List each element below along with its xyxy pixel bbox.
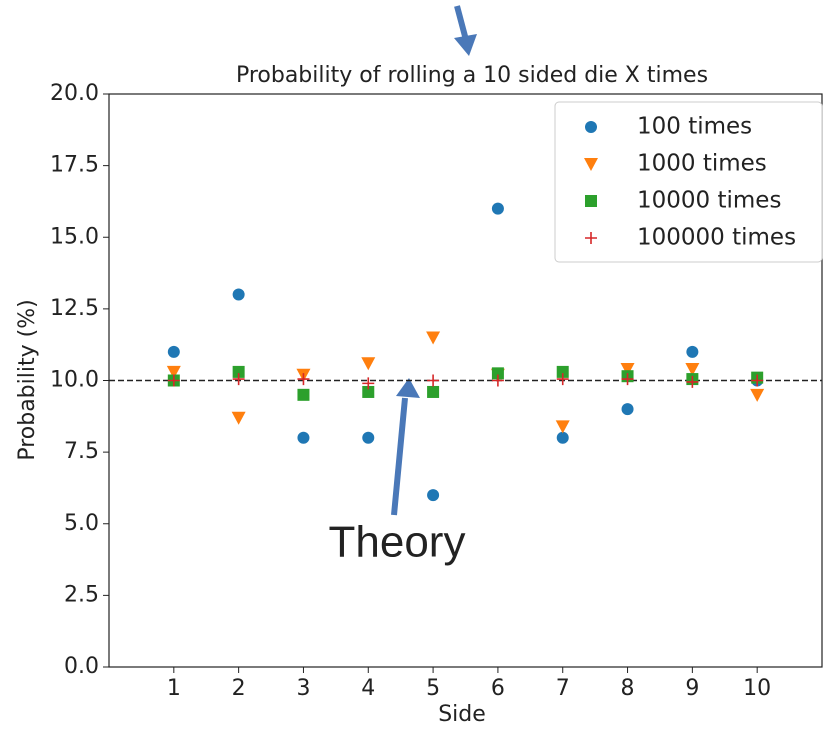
point xyxy=(751,374,764,387)
point xyxy=(362,377,375,390)
point xyxy=(427,489,440,502)
point xyxy=(620,363,635,377)
legend-label: 10000 times xyxy=(637,188,781,214)
point xyxy=(427,385,440,398)
point xyxy=(556,431,569,444)
y-tick-label: 20.0 xyxy=(50,81,99,106)
x-tick-label: 6 xyxy=(491,676,505,701)
point xyxy=(167,374,180,387)
legend-marker xyxy=(585,195,597,207)
x-tick-label: 7 xyxy=(556,676,570,701)
y-tick-label: 10.0 xyxy=(50,368,99,393)
y-tick-label: 12.5 xyxy=(50,296,99,321)
x-tick-label: 4 xyxy=(361,676,375,701)
x-tick-label: 5 xyxy=(426,676,440,701)
y-tick-label: 2.5 xyxy=(64,582,99,607)
x-tick-label: 3 xyxy=(296,676,310,701)
point xyxy=(167,345,180,358)
point xyxy=(491,374,504,387)
point xyxy=(686,345,699,358)
x-tick-label: 9 xyxy=(685,676,699,701)
chart-title: Probability of rolling a 10 sided die X … xyxy=(236,63,708,88)
point xyxy=(621,403,634,416)
y-axis-label: Probability (%) xyxy=(15,299,40,460)
x-tick-label: 1 xyxy=(167,676,181,701)
x-tick-label: 8 xyxy=(621,676,635,701)
point xyxy=(297,431,310,444)
point xyxy=(621,373,634,386)
y-tick-label: 5.0 xyxy=(64,511,99,536)
point xyxy=(232,373,245,386)
x-tick-label: 10 xyxy=(743,676,771,701)
y-tick-label: 15.0 xyxy=(50,224,99,249)
point xyxy=(686,375,699,388)
point xyxy=(297,388,310,401)
point xyxy=(232,365,245,378)
point xyxy=(232,288,245,301)
point xyxy=(427,374,440,387)
legend-label: 100000 times xyxy=(637,225,796,251)
point xyxy=(231,411,246,425)
point xyxy=(426,331,441,345)
point xyxy=(491,202,504,215)
x-tick-label: 2 xyxy=(232,676,246,701)
point xyxy=(361,357,376,371)
point xyxy=(750,388,765,402)
y-tick-label: 7.5 xyxy=(64,439,99,464)
point xyxy=(362,385,375,398)
point xyxy=(556,373,569,386)
point xyxy=(555,420,570,434)
legend-label: 1000 times xyxy=(637,151,767,177)
point xyxy=(166,365,181,379)
point xyxy=(685,363,700,377)
legend-marker xyxy=(584,158,598,171)
arrow xyxy=(391,5,477,516)
point xyxy=(362,431,375,444)
point xyxy=(297,373,310,386)
y-tick-label: 0.0 xyxy=(64,654,99,679)
y-tick-label: 17.5 xyxy=(50,153,99,178)
annotation: Theory xyxy=(329,518,466,567)
legend: 100 times 1000 times 10000 times 100000 tim… xyxy=(554,101,823,263)
x-axis-label: Side xyxy=(438,702,486,727)
point xyxy=(491,367,504,380)
legend-box xyxy=(554,101,823,263)
legend-label: 100 times xyxy=(637,114,752,140)
legend-marker xyxy=(585,121,597,133)
legend-marker xyxy=(585,232,597,244)
point xyxy=(556,365,569,378)
